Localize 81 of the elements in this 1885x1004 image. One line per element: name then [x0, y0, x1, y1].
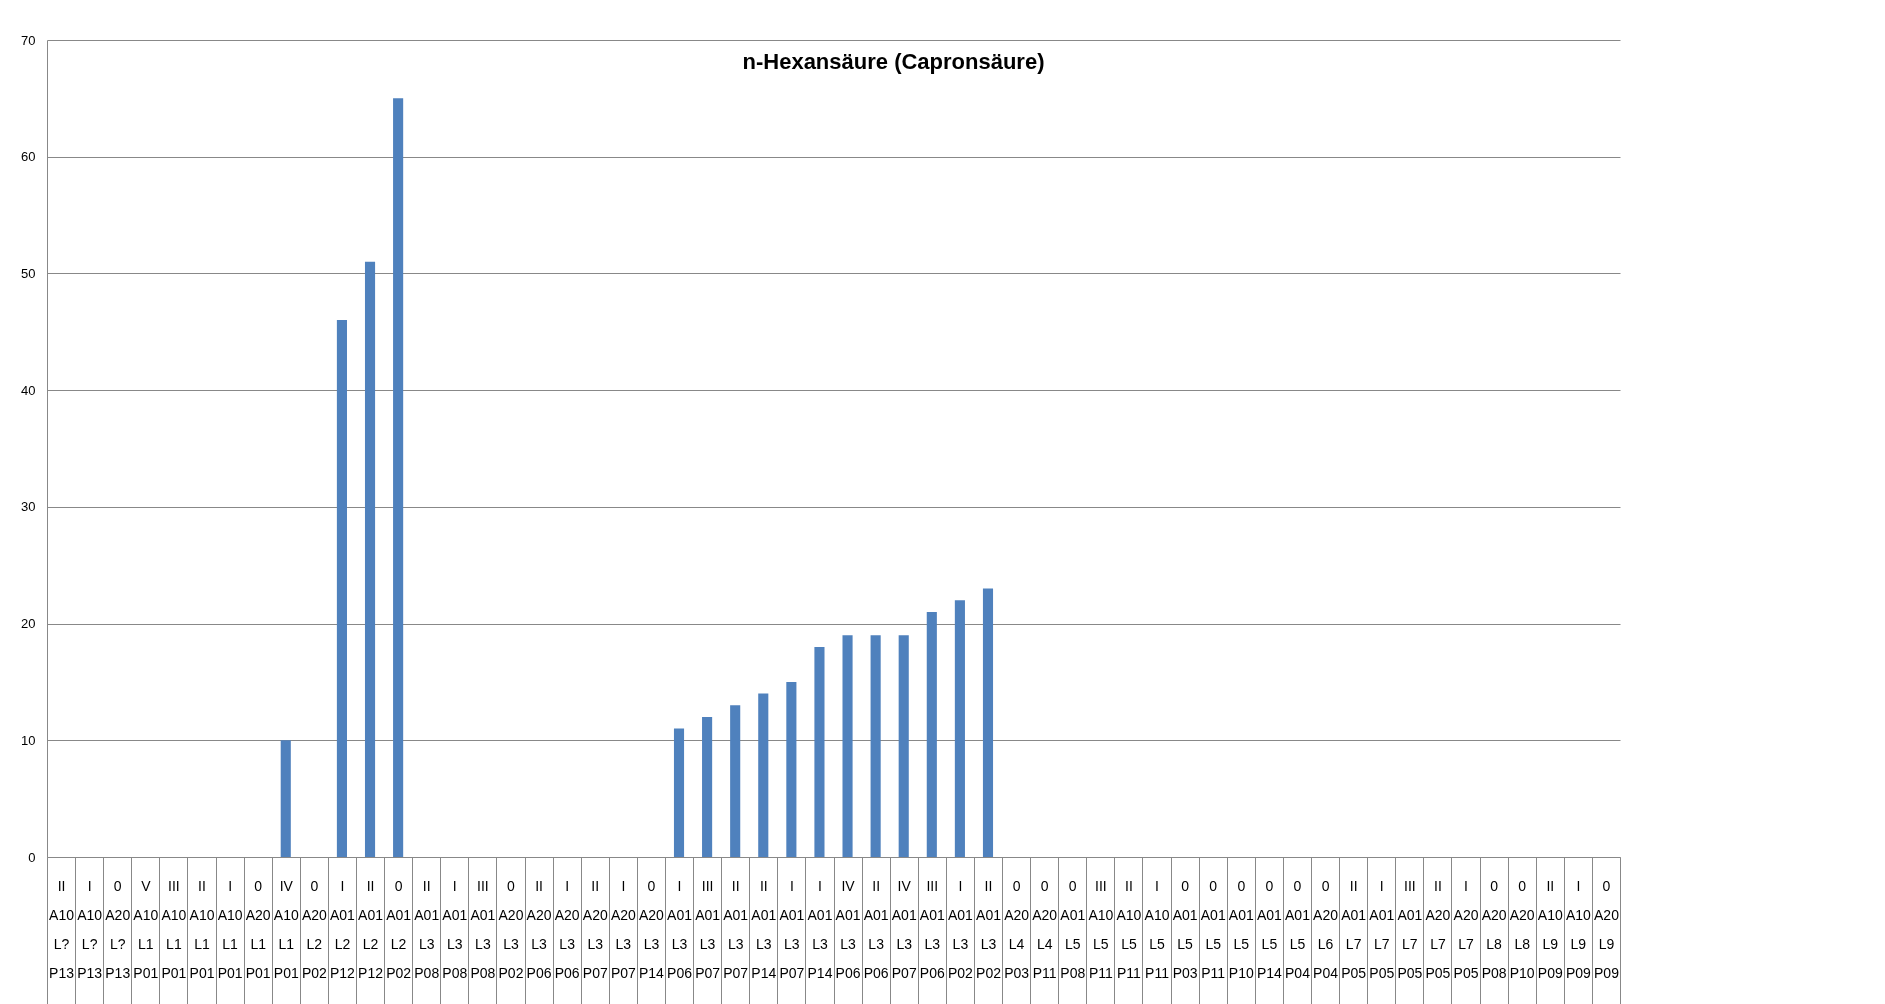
bar [814, 646, 825, 857]
x-tick-label: IV A01 L3 P06 [835, 877, 861, 981]
x-tick-label: I A01 L3 P14 [807, 877, 833, 981]
x-tick-label: 0 A01 L5 P10 [1228, 877, 1254, 981]
x-tick-label: III A01 L3 P07 [695, 877, 721, 981]
bar [730, 705, 741, 857]
x-tick-label: II A20 L7 P05 [1425, 877, 1451, 981]
bar [982, 588, 994, 857]
x-tick-label: I A01 L3 P06 [667, 877, 693, 981]
x-tick-label: II A01 L3 P07 [723, 877, 749, 981]
x-tick-label: 0 A01 L5 P03 [1172, 877, 1198, 981]
x-tick-label: 0 A20 L6 P04 [1313, 877, 1339, 981]
bar [702, 716, 713, 857]
y-tick-label: 20 [21, 616, 36, 632]
x-tick-label: II A01 L3 P08 [414, 877, 440, 981]
bar [870, 635, 881, 857]
x-tick-label: I A10 L5 P11 [1144, 877, 1170, 981]
x-tick-label: I A10 L? P13 [77, 877, 103, 981]
x-tick-label: II A10 L9 P09 [1537, 877, 1563, 981]
y-tick-label: 30 [21, 499, 36, 515]
bar [786, 681, 797, 857]
x-tick-label: II A10 L1 P01 [189, 877, 215, 981]
y-tick-label: 50 [21, 265, 36, 281]
x-tick-label: 0 A20 L? P13 [105, 877, 131, 981]
bar [954, 600, 965, 857]
y-tick-label: 10 [21, 732, 36, 748]
x-tick-label: I A01 L2 P12 [329, 877, 356, 981]
y-tick-label: 40 [21, 382, 36, 398]
x-tick-label: 0 A20 L2 P02 [301, 877, 328, 981]
x-tick-label: II A20 L3 P06 [526, 877, 552, 981]
x-tick-label: II A01 L3 P02 [976, 877, 1002, 981]
x-tick-label: III A10 L5 P11 [1088, 877, 1114, 981]
x-tick-label: II A01 L3 P06 [863, 877, 889, 981]
x-tick-label: III A10 L1 P01 [161, 877, 187, 981]
x-tick-label: III A01 L3 P08 [470, 877, 496, 981]
x-tick-label: I A20 L7 P05 [1453, 877, 1479, 981]
x-tick-label: 0 A20 L3 P14 [638, 877, 665, 981]
y-tick-label: 70 [21, 32, 36, 48]
x-tick-label: 0 A20 L1 P01 [245, 877, 271, 981]
x-tick-label: I A01 L7 P05 [1369, 877, 1395, 981]
x-tick-label: II A20 L3 P07 [582, 877, 608, 981]
x-tick-label: 0 A01 L2 P02 [386, 877, 412, 981]
bar [842, 635, 853, 857]
x-tick-label: 0 A20 L4 P11 [1032, 877, 1058, 981]
x-tick-label: 0 A01 L5 P11 [1200, 877, 1226, 981]
x-tick-label: 0 A01 L5 P14 [1256, 877, 1283, 981]
x-tick-label: 0 A01 L5 P08 [1060, 877, 1086, 981]
x-tick-label: 0 A20 L8 P08 [1481, 877, 1507, 981]
x-tick-label: 0 A20 L4 P03 [1004, 877, 1030, 981]
bar [393, 98, 404, 857]
x-tick-label: I A10 L9 P09 [1565, 877, 1592, 981]
bar [364, 261, 376, 857]
y-tick-label: 60 [21, 149, 36, 165]
x-tick-label: III A01 L3 P06 [919, 877, 945, 981]
y-tick-label: 0 [28, 849, 36, 865]
x-tick-label: III A01 L7 P05 [1397, 877, 1423, 981]
bar [673, 728, 685, 857]
bar [758, 693, 769, 857]
x-tick-label: II A01 L3 P14 [751, 877, 777, 981]
x-tick-label: I A01 L3 P02 [947, 877, 974, 981]
x-tick-label: I A20 L3 P07 [610, 877, 636, 981]
x-tick-label: II A01 L2 P12 [358, 877, 384, 981]
x-tick-label: I A10 L1 P01 [217, 877, 243, 981]
x-tick-label: II A10 L5 P11 [1116, 877, 1142, 981]
x-tick-label: I A01 L3 P07 [779, 877, 805, 981]
x-tick-label: 0 A01 L5 P04 [1285, 877, 1311, 981]
bar [926, 611, 937, 857]
x-tick-label: I A01 L3 P08 [442, 877, 468, 981]
x-tick-label: 0 A20 L8 P10 [1509, 877, 1535, 981]
x-tick-label: IV A10 L1 P01 [273, 877, 299, 981]
x-tick-label: I A20 L3 P06 [554, 877, 580, 981]
bar [280, 740, 291, 857]
chart-title: n-Hexansäure (Capronsäure) [742, 49, 1045, 74]
x-tick-label: IV A01 L3 P07 [891, 877, 917, 981]
bar [336, 320, 347, 857]
x-tick-label: II A10 L? P13 [49, 877, 75, 981]
bar [898, 635, 909, 857]
x-tick-label: 0 A20 L9 P09 [1593, 877, 1620, 981]
x-tick-label: II A01 L7 P05 [1341, 877, 1367, 981]
x-tick-label: V A10 L1 P01 [133, 877, 159, 981]
x-tick-label: 0 A20 L3 P02 [498, 877, 524, 981]
